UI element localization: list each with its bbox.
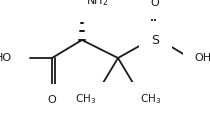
Text: HO: HO xyxy=(0,53,12,63)
Text: O: O xyxy=(151,0,159,8)
Text: CH$_3$: CH$_3$ xyxy=(75,92,96,106)
Text: CH$_3$: CH$_3$ xyxy=(140,92,161,106)
Text: S: S xyxy=(151,34,159,46)
Text: O: O xyxy=(48,95,56,105)
Text: NH$_2$: NH$_2$ xyxy=(86,0,109,8)
Text: OH: OH xyxy=(194,53,210,63)
